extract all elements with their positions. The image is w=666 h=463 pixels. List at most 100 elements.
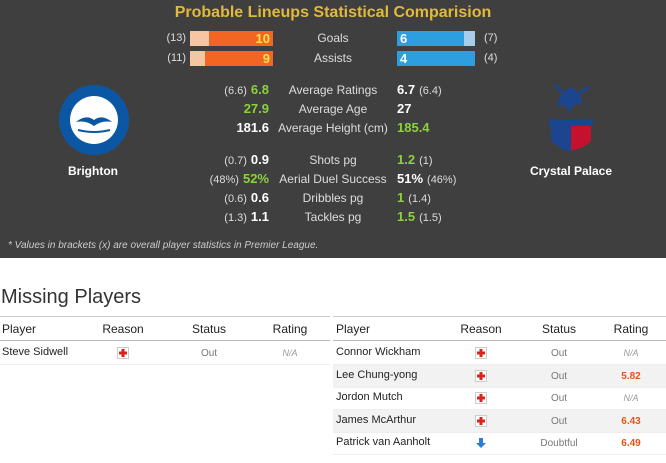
row-background	[333, 364, 666, 387]
section-title: Missing Players	[1, 286, 142, 308]
column-header: Reason	[460, 322, 502, 336]
away-bar	[397, 51, 475, 66]
home-value: 0.9	[250, 152, 269, 167]
home-overall: (13)	[166, 32, 186, 44]
home-stat: (0.7) 0.9	[224, 152, 269, 167]
column-header: Rating	[613, 322, 649, 336]
column-header: Player	[2, 322, 37, 336]
away-value: 4	[400, 51, 408, 66]
away-team: Crystal Palace	[529, 164, 613, 178]
stat-label: Dribbles pg	[302, 191, 364, 205]
rating: 6.49	[621, 438, 641, 449]
home-stat: 27.9	[244, 101, 269, 116]
away-overall: (7)	[484, 32, 498, 44]
stat-label: Tackles pg	[304, 210, 362, 224]
stat-label: Aerial Duel Success	[279, 172, 387, 186]
player-name: James McArthur	[336, 413, 417, 426]
away-stat: 1.2 (1)	[397, 152, 433, 167]
away-overall: (4)	[484, 52, 498, 64]
away-overall: (1)	[419, 155, 433, 167]
away-stat: 1 (1.4)	[397, 190, 431, 205]
rating: N/A	[282, 348, 298, 358]
row-line	[0, 364, 330, 365]
home-overall: (0.6)	[224, 193, 247, 205]
player-name: Lee Chung-yong	[336, 368, 418, 381]
away-overall: (46%)	[427, 174, 457, 186]
status: Out	[550, 393, 568, 404]
row-background	[333, 409, 666, 432]
table-top-line	[333, 316, 666, 317]
rating: N/A	[623, 393, 639, 403]
column-header: Reason	[102, 322, 144, 336]
injury-icon	[117, 347, 129, 359]
away-value: 6.7	[397, 82, 416, 97]
away-value: 185.4	[397, 120, 430, 135]
away-value: 6	[400, 31, 408, 46]
rating: 6.43	[621, 415, 641, 427]
away-stat: 27	[397, 101, 411, 116]
title: Probable Lineups Statistical Comparision	[174, 4, 492, 21]
home-stat: (0.6) 0.6	[224, 190, 269, 205]
injury-icon	[475, 347, 487, 359]
home-stat: 181.6	[236, 120, 269, 135]
away-stat: 185.4	[397, 120, 430, 135]
status: Out	[550, 348, 568, 359]
column-header: Player	[336, 322, 371, 336]
stat-label: Average Ratings	[288, 83, 378, 97]
home-overall: (6.6)	[224, 85, 247, 97]
stat-label: Average Height (cm)	[278, 121, 388, 135]
home-value: 181.6	[236, 120, 269, 135]
home-value: 10	[255, 31, 270, 46]
injury-icon	[475, 392, 487, 404]
home-overall: (0.7)	[224, 155, 247, 167]
rating: N/A	[623, 348, 639, 358]
away-value: 51%	[397, 171, 424, 186]
status: Out	[550, 415, 568, 427]
away-overall: (6.4)	[419, 85, 442, 97]
status: Out	[550, 370, 568, 382]
bar-label: Assists	[313, 51, 352, 65]
row-line	[333, 386, 666, 388]
row-line	[333, 454, 666, 455]
player-name: Jordon Mutch	[336, 391, 403, 403]
home-stat: (1.3) 1.1	[224, 209, 269, 224]
home-value: 0.6	[250, 190, 269, 205]
header-line	[333, 340, 666, 341]
away-value: 1.5	[397, 209, 416, 224]
player-name: Patrick van Aanholt	[336, 436, 431, 448]
home-stat: (6.6) 6.8	[224, 82, 269, 97]
column-header: Status	[541, 322, 577, 336]
home-value: 1.1	[250, 209, 269, 224]
status: Out	[200, 348, 218, 359]
injury-icon	[475, 414, 487, 427]
home-overall: (1.3)	[224, 212, 247, 224]
home-bar	[205, 51, 273, 66]
stat-label: Shots pg	[309, 153, 357, 167]
stat-label: Average Age	[298, 102, 368, 116]
player-name: Connor Wickham	[336, 346, 421, 358]
away-bar	[397, 31, 464, 46]
away-logo	[549, 83, 593, 153]
home-stat: (48%) 52%	[210, 171, 269, 186]
home-value: 6.8	[250, 82, 269, 97]
row-line	[333, 431, 666, 433]
home-overall: (48%)	[209, 174, 239, 186]
home-logo	[59, 85, 129, 155]
away-stat: 51% (46%)	[397, 171, 456, 186]
column-header: Rating	[272, 322, 308, 336]
doubtful-icon	[476, 438, 486, 448]
player-name: Steve Sidwell	[2, 346, 69, 358]
home-value: 52%	[242, 171, 269, 186]
away-overall: (1.5)	[419, 212, 442, 224]
rating: 5.82	[621, 370, 641, 382]
away-stat: 6.7 (6.4)	[397, 82, 442, 97]
status: Doubtful	[540, 438, 578, 449]
home-overall: (11)	[167, 52, 186, 64]
away-stat: 1.5 (1.5)	[397, 209, 442, 224]
table-top-line	[0, 316, 330, 317]
away-value: 27	[397, 101, 412, 116]
bar-label: Goals	[317, 31, 349, 45]
column-header: Status	[191, 322, 227, 336]
home-team: Brighton	[68, 164, 118, 178]
header-line	[0, 340, 330, 341]
